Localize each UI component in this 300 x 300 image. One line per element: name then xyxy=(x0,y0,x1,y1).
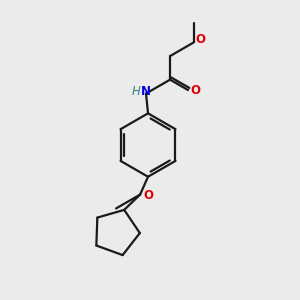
Text: O: O xyxy=(143,189,153,202)
Text: O: O xyxy=(195,33,205,46)
Text: H: H xyxy=(132,85,141,98)
Text: O: O xyxy=(190,84,200,97)
Text: N: N xyxy=(141,85,151,98)
